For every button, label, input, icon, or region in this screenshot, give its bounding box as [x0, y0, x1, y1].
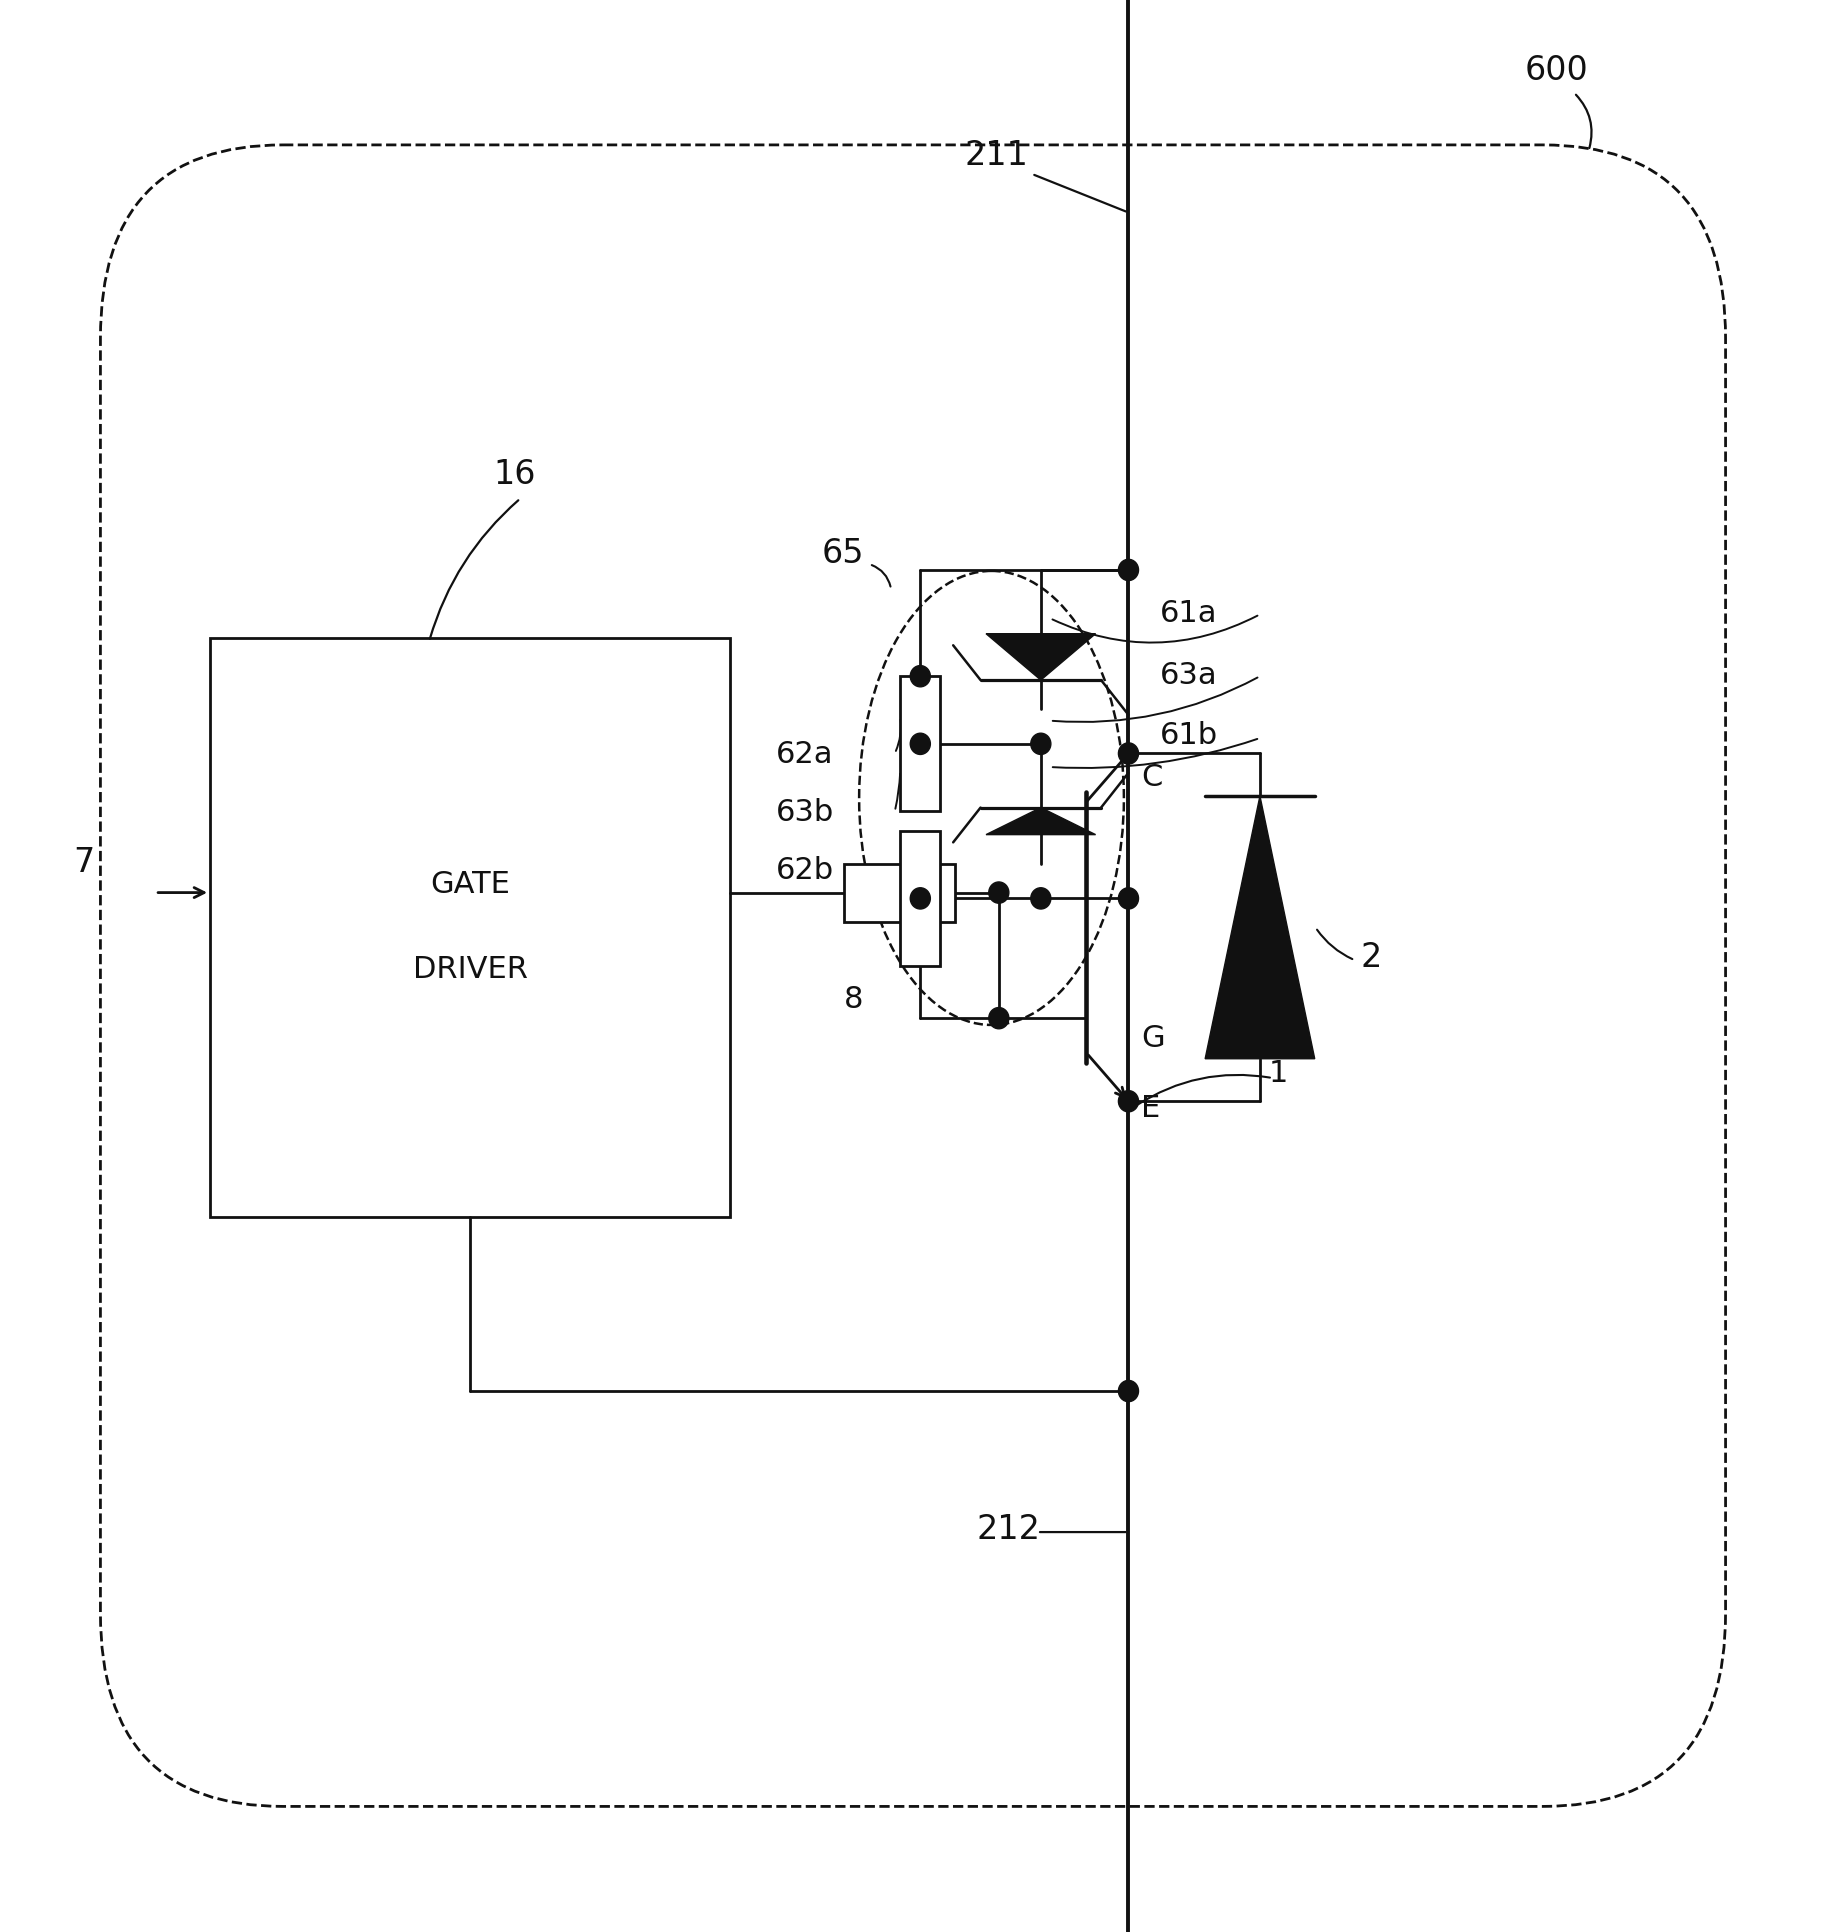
Bar — [210, 638, 730, 1217]
Text: 62a: 62a — [776, 740, 833, 769]
Text: 63b: 63b — [776, 798, 834, 827]
Text: 8: 8 — [844, 985, 864, 1014]
Circle shape — [990, 1009, 1008, 1028]
Text: 65: 65 — [822, 537, 864, 570]
Text: DRIVER: DRIVER — [413, 954, 528, 985]
Text: 16: 16 — [493, 458, 535, 491]
Polygon shape — [1205, 796, 1315, 1059]
Circle shape — [1118, 1090, 1138, 1111]
Circle shape — [1118, 560, 1138, 580]
Text: 61a: 61a — [1160, 599, 1216, 628]
Text: 211: 211 — [964, 139, 1028, 172]
Text: 1: 1 — [1269, 1059, 1289, 1088]
Circle shape — [909, 889, 929, 910]
Text: 61b: 61b — [1160, 721, 1218, 750]
Text: GATE: GATE — [431, 869, 509, 900]
Text: E: E — [1141, 1094, 1161, 1122]
Text: C: C — [1141, 763, 1163, 792]
Text: 212: 212 — [977, 1513, 1041, 1546]
Text: 63a: 63a — [1160, 661, 1218, 690]
Circle shape — [1030, 734, 1050, 755]
Text: 600: 600 — [1525, 54, 1589, 87]
Bar — [900, 676, 940, 811]
Text: 2: 2 — [1360, 941, 1382, 974]
Circle shape — [1118, 742, 1138, 763]
Circle shape — [909, 667, 929, 688]
Polygon shape — [986, 634, 1096, 680]
Circle shape — [990, 883, 1008, 904]
Circle shape — [1118, 889, 1138, 910]
Text: G: G — [1141, 1024, 1165, 1053]
Text: 62b: 62b — [776, 856, 834, 885]
Circle shape — [1118, 1379, 1138, 1401]
Text: 7: 7 — [73, 846, 95, 879]
Bar — [900, 831, 940, 966]
Circle shape — [909, 734, 929, 755]
Circle shape — [1030, 889, 1050, 910]
Bar — [844, 864, 955, 922]
Polygon shape — [986, 808, 1096, 835]
